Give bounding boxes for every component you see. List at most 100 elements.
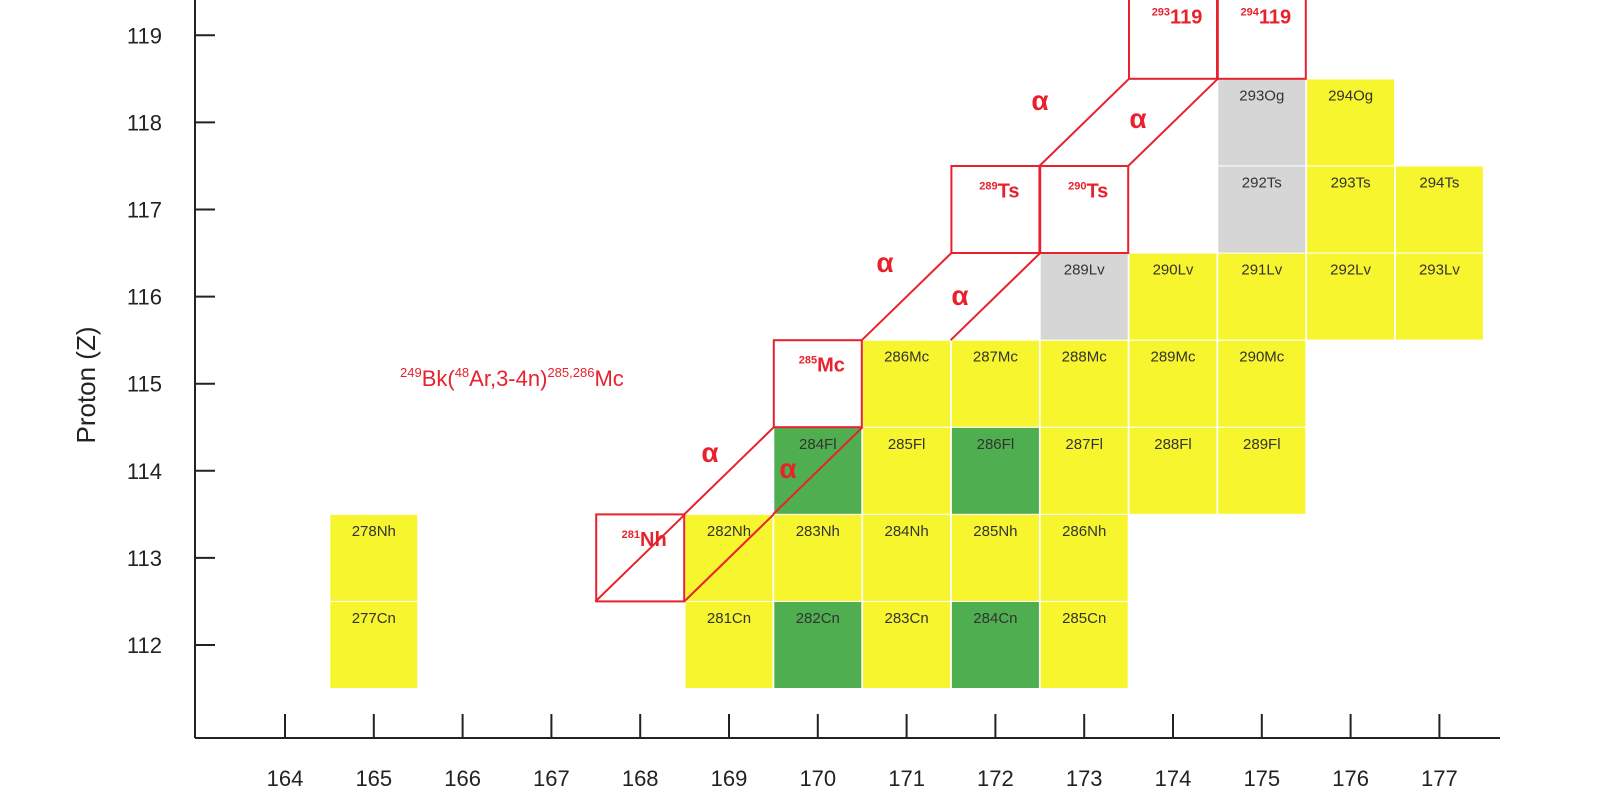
nuclide-cell bbox=[950, 601, 1040, 689]
nuclide-label: 286Fl bbox=[977, 436, 1015, 453]
alpha-label: α bbox=[951, 280, 968, 311]
nuclide-label: 284Cn bbox=[973, 610, 1017, 627]
nuclide-cell bbox=[329, 601, 419, 689]
nuclide-label: 285Fl bbox=[888, 436, 926, 453]
target-box bbox=[1039, 165, 1130, 254]
target-mass: 289 bbox=[979, 181, 997, 193]
nuclide-cell bbox=[1306, 252, 1396, 341]
target-box bbox=[772, 339, 863, 429]
y-tick-label: 115 bbox=[127, 372, 162, 397]
nuclide-cell bbox=[1217, 252, 1307, 341]
alpha-label: α bbox=[701, 437, 718, 468]
reaction-text: Ar,3-4n) bbox=[469, 366, 547, 391]
nuclide-label: 294Ts bbox=[1419, 175, 1459, 192]
nuclide-label: 288Mc bbox=[1062, 349, 1108, 366]
nuclide-label: 289Fl bbox=[1243, 436, 1281, 453]
nuclide-cell bbox=[1039, 513, 1129, 602]
x-tick-label: 173 bbox=[1066, 766, 1103, 791]
nuclide-label: 287Fl bbox=[1065, 436, 1103, 453]
x-tick-label: 170 bbox=[799, 766, 836, 791]
nuclide-label: 281Cn bbox=[707, 610, 751, 627]
decay-line bbox=[772, 426, 864, 516]
nuclide-cell bbox=[1394, 165, 1484, 254]
target-symbol: 119 bbox=[1170, 6, 1202, 28]
reaction-superscript: 48 bbox=[455, 365, 469, 380]
y-tick-label: 112 bbox=[127, 633, 162, 658]
y-tick-label: 114 bbox=[127, 459, 162, 484]
nuclide-cell bbox=[1039, 252, 1129, 341]
nuclide-cell bbox=[329, 513, 419, 602]
target-mass: 293 bbox=[1152, 6, 1170, 18]
alpha-label: α bbox=[876, 247, 893, 278]
y-tick-label: 113 bbox=[127, 546, 162, 571]
y-axis-label: Proton (Z) bbox=[71, 326, 101, 443]
target-mass: 281 bbox=[622, 529, 640, 541]
nuclide-label: 288Fl bbox=[1154, 436, 1192, 453]
nuclide-cell bbox=[950, 513, 1040, 602]
target-box bbox=[595, 513, 686, 603]
target-mass: 285 bbox=[799, 355, 817, 367]
decay-line bbox=[1127, 78, 1219, 167]
x-tick-label: 168 bbox=[622, 766, 659, 791]
nuclide-label: 291Lv bbox=[1241, 262, 1282, 279]
target-symbol: Nh bbox=[640, 529, 667, 551]
x-tick-label: 174 bbox=[1155, 766, 1192, 791]
decay-line bbox=[949, 252, 1041, 341]
x-tick-label: 169 bbox=[711, 766, 748, 791]
nuclide-cell bbox=[1039, 339, 1129, 428]
reaction-superscript: 285,286 bbox=[547, 365, 594, 380]
target-box bbox=[1216, 0, 1307, 80]
nuclide-label: 292Ts bbox=[1242, 175, 1282, 192]
x-tick-label: 164 bbox=[267, 766, 304, 791]
alpha-label: α bbox=[1031, 85, 1048, 116]
target-mass: 294 bbox=[1240, 6, 1259, 18]
nuclide-label: 284Nh bbox=[884, 523, 928, 540]
x-tick-label: 166 bbox=[444, 766, 481, 791]
nuclide-label: 290Lv bbox=[1153, 262, 1194, 279]
nuclide-label: 283Nh bbox=[796, 523, 840, 540]
decay-line bbox=[594, 513, 686, 603]
x-tick-label: 171 bbox=[888, 766, 925, 791]
nuclide-cell bbox=[1217, 165, 1307, 254]
nuclide-label: 286Nh bbox=[1062, 523, 1106, 540]
nuclide-cell bbox=[950, 426, 1040, 515]
nuclide-label: 285Nh bbox=[973, 523, 1017, 540]
nuclide-cell bbox=[773, 513, 863, 602]
target-label: 285Mc bbox=[799, 355, 845, 377]
decay-line bbox=[683, 426, 775, 516]
x-tick-label: 177 bbox=[1421, 766, 1458, 791]
nuclide-cell bbox=[1128, 252, 1218, 341]
nuclide-label: 283Cn bbox=[884, 610, 928, 627]
x-tick-label: 175 bbox=[1243, 766, 1280, 791]
nuclide-label: 278Nh bbox=[352, 523, 396, 540]
nuclide-cell bbox=[1217, 78, 1307, 167]
decay-line bbox=[861, 252, 953, 341]
nuclide-label: 292Lv bbox=[1330, 262, 1371, 279]
nuclide-label: 284Fl bbox=[799, 436, 837, 453]
nuclide-label: 293Ts bbox=[1331, 175, 1371, 192]
nuclide-label: 287Mc bbox=[973, 349, 1019, 366]
nuclide-label: 294Og bbox=[1328, 87, 1373, 104]
target-symbol: Ts bbox=[1086, 181, 1108, 203]
x-tick-label: 167 bbox=[533, 766, 570, 791]
nuclide-label: 285Cn bbox=[1062, 610, 1106, 627]
nuclide-cell bbox=[1039, 601, 1129, 689]
nuclide-cell bbox=[1217, 426, 1307, 515]
target-mass: 290 bbox=[1068, 181, 1086, 193]
y-tick-label: 118 bbox=[127, 110, 162, 135]
x-tick-label: 172 bbox=[977, 766, 1014, 791]
nuclide-cell bbox=[862, 601, 952, 689]
y-tick-label: 117 bbox=[127, 198, 162, 223]
nuclide-label: 289Mc bbox=[1150, 349, 1196, 366]
reaction-label: 249Bk(48Ar,3-4n)285,286Mc bbox=[400, 365, 624, 391]
nuclide-label: 293Og bbox=[1239, 87, 1284, 104]
decay-line bbox=[1038, 78, 1130, 167]
nuclide-label: 282Cn bbox=[796, 610, 840, 627]
nuclide-cell bbox=[862, 339, 952, 428]
target-symbol: Ts bbox=[998, 181, 1020, 203]
nuclide-label: 289Lv bbox=[1064, 262, 1105, 279]
nuclide-label: 286Mc bbox=[884, 349, 930, 366]
reaction-text: Mc bbox=[594, 366, 623, 391]
